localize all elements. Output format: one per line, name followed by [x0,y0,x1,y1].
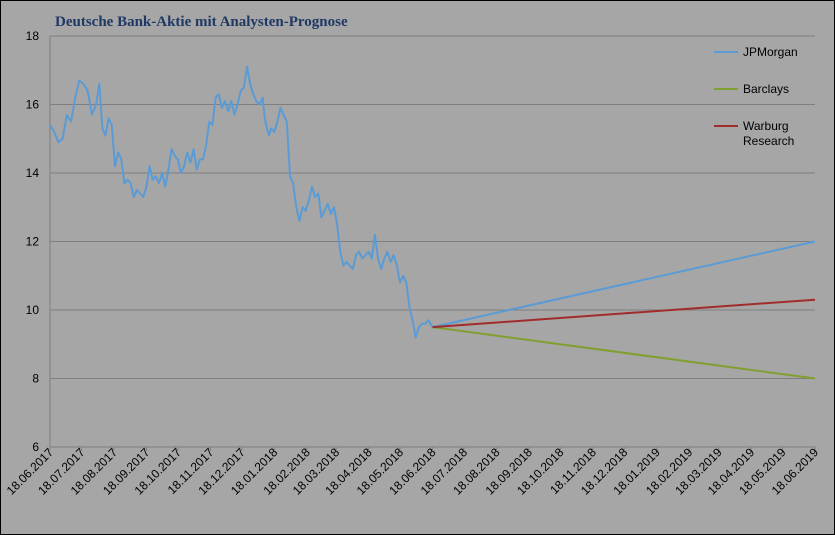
y-tick-label: 14 [26,166,40,180]
y-tick-label: 12 [26,235,40,249]
legend-label-line2: Research [743,134,794,148]
series-line-jpmorgan [432,240,816,329]
grid-lines [50,35,815,379]
legend-label: Barclays [743,82,789,96]
axes [49,36,815,448]
series-line-price [49,65,434,339]
legend-label: JPMorgan [743,45,798,59]
y-tick-label: 18 [26,29,40,43]
series-line-barclays [432,326,816,380]
y-tick-label: 6 [32,440,39,454]
y-tick-label: 10 [26,303,40,317]
legend-label: Warburg [743,119,789,133]
y-tick-label: 8 [32,372,39,386]
y-tick-label: 16 [26,98,40,112]
series-lines [49,65,816,380]
y-axis-ticks: 6 8 10 12 14 16 18 [26,29,40,454]
chart-title: Deutsche Bank-Aktie mit Analysten-Progno… [55,14,348,30]
series-line-warburg-research [432,298,816,329]
